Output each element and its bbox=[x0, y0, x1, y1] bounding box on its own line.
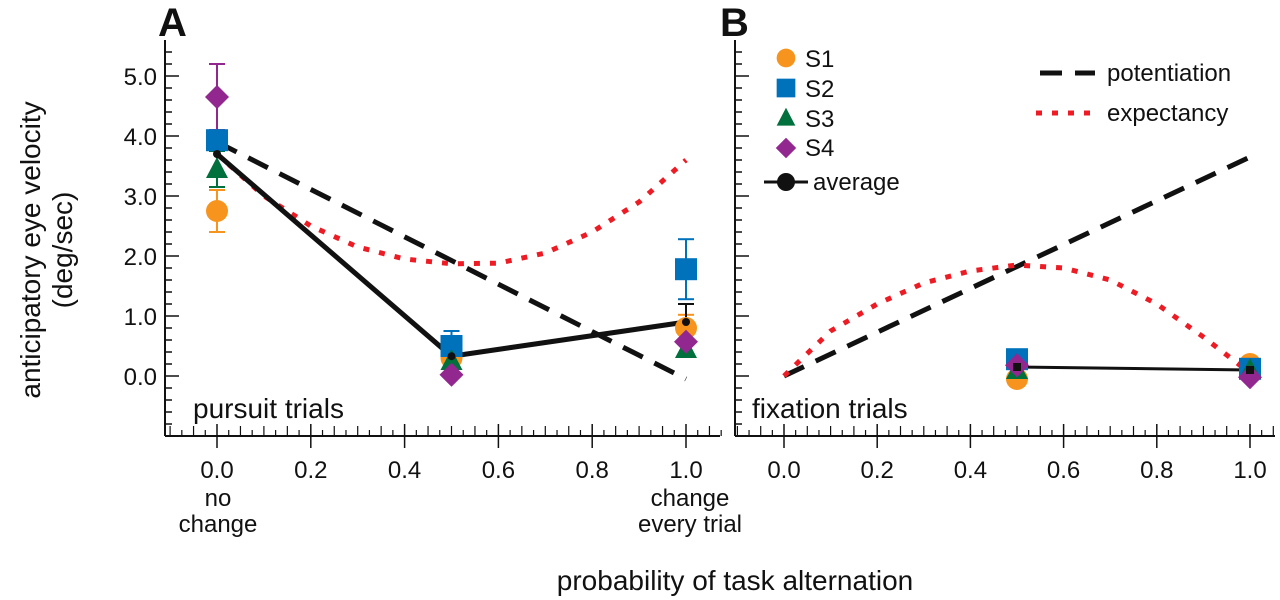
x-tick-label: 0.6 bbox=[482, 457, 515, 484]
x-tick-label: 1.0 bbox=[669, 457, 702, 484]
y-tick-label: 0.0 bbox=[124, 364, 157, 391]
legend-average-label: average bbox=[813, 169, 900, 196]
x-tick-label: 1.0 bbox=[1233, 457, 1266, 484]
xtick-note-every-trial: every trial bbox=[638, 511, 742, 538]
y-tick-label: 5.0 bbox=[124, 64, 157, 91]
y-tick-label: 1.0 bbox=[124, 304, 157, 331]
point-average bbox=[1013, 363, 1021, 371]
x-tick-label: 0.6 bbox=[1047, 457, 1080, 484]
point-S4 bbox=[439, 362, 464, 387]
point-S2 bbox=[206, 129, 228, 152]
point-S4 bbox=[674, 329, 698, 354]
y-axis-label-line1: anticipatory eye velocity bbox=[15, 101, 46, 398]
model-expectancy bbox=[782, 262, 1252, 378]
point-S4 bbox=[205, 85, 229, 109]
point-S3 bbox=[206, 157, 228, 178]
point-average bbox=[682, 318, 690, 326]
legend: S1 S2 S3 S4 average potentiation expecta… bbox=[764, 46, 1231, 196]
point-S1 bbox=[675, 317, 697, 339]
point-S1 bbox=[206, 200, 228, 222]
point-average bbox=[213, 150, 221, 158]
panel-label-a: A bbox=[158, 1, 187, 45]
y-tick-label: 3.0 bbox=[124, 184, 157, 211]
x-tick-label: 0.8 bbox=[576, 457, 609, 484]
x-tick-label: 0.2 bbox=[861, 457, 894, 484]
xtick-note-no: no bbox=[205, 485, 232, 512]
y-tick-label: 4.0 bbox=[124, 124, 157, 151]
legend-S4-marker bbox=[775, 137, 797, 159]
model-potentiation bbox=[215, 139, 688, 382]
model-potentiation bbox=[782, 154, 1252, 379]
xtick-note-change-label: change bbox=[179, 511, 258, 538]
point-S4 bbox=[1238, 365, 1262, 390]
panel-a: 0.0 0.2 0.4 0.6 0.8 1.0 0.0 1.0 2.0 3.0 4.0 5.0 bbox=[124, 40, 722, 484]
x-tick-label: 0.0 bbox=[200, 457, 233, 484]
y-axis-label-line2: (deg/sec) bbox=[47, 192, 78, 309]
x-tick-label: 0.4 bbox=[954, 457, 987, 484]
x-tick-label: 0.4 bbox=[388, 457, 421, 484]
legend-expectancy-label: expectancy bbox=[1107, 100, 1228, 127]
point-S2 bbox=[440, 335, 463, 357]
legend-s1-label: S1 bbox=[805, 46, 834, 73]
average-line bbox=[1016, 365, 1251, 372]
point-S2 bbox=[675, 258, 697, 281]
panel-b: 0.0 0.2 0.4 0.6 0.8 1.0 bbox=[734, 40, 1275, 484]
legend-s2-label: S2 bbox=[805, 76, 834, 103]
legend-S1-marker bbox=[776, 48, 796, 68]
legend-S2-marker bbox=[776, 78, 796, 98]
x-axis-label: probability of task alternation bbox=[557, 565, 913, 596]
x-tick-label: 0.2 bbox=[294, 457, 327, 484]
y-tick-label: 2.0 bbox=[124, 244, 157, 271]
annotation-fixation: fixation trials bbox=[752, 393, 908, 424]
legend-s4-label: S4 bbox=[805, 135, 834, 162]
legend-S3-marker bbox=[776, 107, 796, 126]
panel-label-b: B bbox=[720, 1, 749, 45]
annotation-pursuit: pursuit trials bbox=[193, 393, 344, 424]
x-tick-label: 0.0 bbox=[767, 457, 800, 484]
model-expectancy bbox=[215, 152, 688, 267]
xtick-note-change: change bbox=[651, 485, 730, 512]
point-average bbox=[1246, 366, 1254, 374]
legend-s3-label: S3 bbox=[805, 106, 834, 133]
legend-potentiation-label: potentiation bbox=[1107, 60, 1231, 87]
average-line bbox=[215, 152, 687, 359]
legend-average-marker bbox=[777, 173, 795, 191]
point-average bbox=[447, 352, 456, 361]
x-tick-label: 0.8 bbox=[1140, 457, 1173, 484]
